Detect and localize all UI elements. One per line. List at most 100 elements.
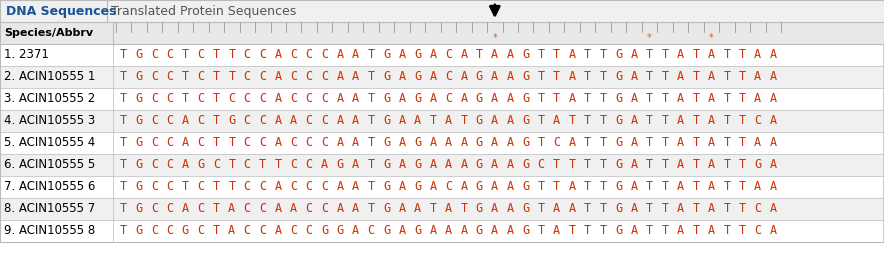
Text: A: A: [754, 70, 761, 83]
Bar: [0, 88, 884, 110]
Text: G: G: [383, 225, 390, 237]
Text: C: C: [166, 225, 173, 237]
Text: A: A: [507, 136, 514, 149]
Text: T: T: [213, 136, 220, 149]
Text: C: C: [321, 70, 328, 83]
Text: A: A: [275, 114, 282, 128]
Text: C: C: [445, 48, 452, 62]
Text: A: A: [677, 159, 684, 171]
Text: T: T: [646, 93, 653, 105]
Text: G: G: [383, 203, 390, 215]
Text: C: C: [244, 114, 251, 128]
Text: T: T: [646, 225, 653, 237]
Text: A: A: [492, 225, 499, 237]
Text: T: T: [584, 159, 591, 171]
Text: T: T: [275, 159, 282, 171]
Text: G: G: [615, 159, 622, 171]
Text: T: T: [599, 159, 606, 171]
Text: *: *: [647, 33, 652, 43]
Text: A: A: [399, 70, 406, 83]
Text: G: G: [414, 225, 421, 237]
Text: A: A: [754, 93, 761, 105]
Text: A: A: [708, 203, 715, 215]
Text: A: A: [337, 70, 344, 83]
Text: G: G: [522, 180, 530, 194]
Text: *: *: [709, 33, 713, 43]
Text: T: T: [692, 70, 699, 83]
Text: G: G: [615, 203, 622, 215]
Text: G: G: [414, 93, 421, 105]
Text: T: T: [739, 180, 746, 194]
Text: C: C: [244, 180, 251, 194]
Text: T: T: [368, 114, 375, 128]
Text: C: C: [151, 159, 158, 171]
Text: G: G: [522, 136, 530, 149]
Text: T: T: [568, 159, 575, 171]
Text: A: A: [630, 136, 637, 149]
Text: T: T: [584, 203, 591, 215]
Text: C: C: [754, 114, 761, 128]
Text: C: C: [754, 203, 761, 215]
Text: C: C: [244, 225, 251, 237]
Text: A: A: [630, 225, 637, 237]
Text: A: A: [630, 203, 637, 215]
Text: C: C: [259, 180, 266, 194]
Text: A: A: [677, 180, 684, 194]
Text: A: A: [275, 48, 282, 62]
Text: T: T: [368, 180, 375, 194]
Text: A: A: [414, 114, 421, 128]
Text: C: C: [151, 180, 158, 194]
Text: T: T: [692, 225, 699, 237]
Text: A: A: [275, 203, 282, 215]
Text: T: T: [213, 203, 220, 215]
Text: G: G: [615, 93, 622, 105]
Text: A: A: [352, 114, 359, 128]
Text: A: A: [754, 180, 761, 194]
Text: C: C: [244, 159, 251, 171]
Text: A: A: [708, 225, 715, 237]
Text: A: A: [708, 114, 715, 128]
Text: T: T: [661, 93, 668, 105]
Text: T: T: [553, 159, 560, 171]
Text: C: C: [321, 136, 328, 149]
Text: A: A: [182, 159, 189, 171]
Text: A: A: [708, 93, 715, 105]
Text: A: A: [770, 48, 777, 62]
Text: C: C: [754, 225, 761, 237]
Text: T: T: [661, 70, 668, 83]
Text: A: A: [553, 203, 560, 215]
Text: T: T: [553, 70, 560, 83]
Text: G: G: [197, 159, 204, 171]
Text: T: T: [739, 159, 746, 171]
Text: A: A: [337, 93, 344, 105]
Text: T: T: [584, 93, 591, 105]
Text: G: G: [522, 114, 530, 128]
Text: A: A: [677, 203, 684, 215]
Text: 4. ACIN10555 3: 4. ACIN10555 3: [4, 114, 95, 128]
Text: C: C: [197, 225, 204, 237]
Text: T: T: [213, 180, 220, 194]
Text: T: T: [476, 48, 483, 62]
Text: A: A: [321, 159, 328, 171]
Text: T: T: [692, 114, 699, 128]
Text: C: C: [244, 48, 251, 62]
Text: G: G: [414, 180, 421, 194]
Text: T: T: [692, 136, 699, 149]
Text: C: C: [259, 70, 266, 83]
Text: A: A: [352, 159, 359, 171]
Text: T: T: [182, 70, 189, 83]
Text: C: C: [306, 136, 313, 149]
Text: G: G: [182, 225, 189, 237]
Text: T: T: [120, 203, 127, 215]
Text: C: C: [259, 225, 266, 237]
Text: G: G: [135, 203, 142, 215]
Text: T: T: [723, 180, 730, 194]
Text: C: C: [151, 203, 158, 215]
Text: C: C: [321, 114, 328, 128]
Text: G: G: [135, 180, 142, 194]
Text: T: T: [182, 180, 189, 194]
Text: A: A: [337, 48, 344, 62]
Text: T: T: [461, 203, 468, 215]
Text: A: A: [630, 70, 637, 83]
Text: A: A: [182, 203, 189, 215]
